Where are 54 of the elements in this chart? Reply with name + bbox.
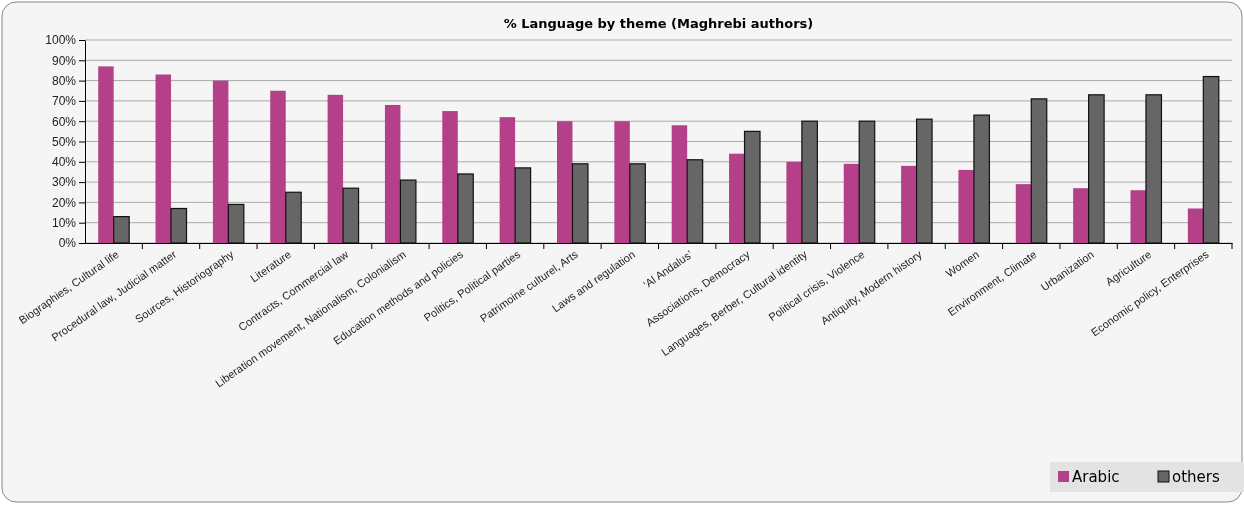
bar (614, 121, 630, 243)
bar (1130, 190, 1146, 243)
bar (901, 165, 917, 243)
bar (285, 191, 302, 244)
y-tick-label: 30% (51, 175, 77, 190)
y-tick-label: 50% (51, 134, 77, 149)
bar (786, 161, 802, 243)
bar (958, 169, 974, 243)
legend-label: Arabic (1072, 468, 1120, 486)
bar (113, 216, 130, 244)
bar (729, 153, 745, 243)
bar (327, 94, 344, 243)
bar (743, 130, 761, 244)
bar (442, 111, 458, 243)
bar (973, 114, 991, 244)
bar (915, 118, 933, 244)
bar (629, 163, 646, 244)
bar (1202, 75, 1220, 244)
y-tick-label: 70% (51, 94, 77, 109)
bar (1073, 188, 1089, 243)
bar (212, 80, 229, 243)
bar (843, 163, 860, 243)
bar (270, 90, 286, 243)
y-tick-label: 80% (51, 73, 77, 88)
y-tick-label: 100% (45, 33, 77, 48)
bar (342, 187, 360, 244)
bar (499, 117, 516, 243)
y-tick-label: 10% (51, 216, 77, 231)
bar (686, 159, 704, 244)
bar (801, 120, 818, 244)
bar (155, 74, 172, 243)
bar (384, 104, 401, 243)
y-tick-label: 60% (51, 114, 77, 129)
y-tick-label: 40% (51, 155, 77, 170)
bar (1145, 94, 1163, 244)
bar (227, 203, 245, 244)
y-tick-label: 90% (51, 53, 77, 68)
bar (671, 125, 688, 243)
bar (514, 167, 532, 244)
bar (1187, 208, 1204, 243)
y-tick-label: 20% (51, 195, 77, 210)
bar (858, 120, 876, 244)
bar (1030, 98, 1048, 244)
bar (1088, 94, 1105, 244)
bar (399, 179, 417, 244)
bar (170, 207, 188, 244)
y-tick-label: 0% (58, 236, 77, 251)
bar (556, 121, 573, 243)
bar (1015, 184, 1032, 243)
chart-title: % Language by theme (Maghrebi authors) (503, 16, 814, 31)
legend-label: others (1172, 468, 1220, 486)
bar (98, 66, 114, 243)
bar (457, 173, 474, 244)
bar (571, 163, 589, 244)
